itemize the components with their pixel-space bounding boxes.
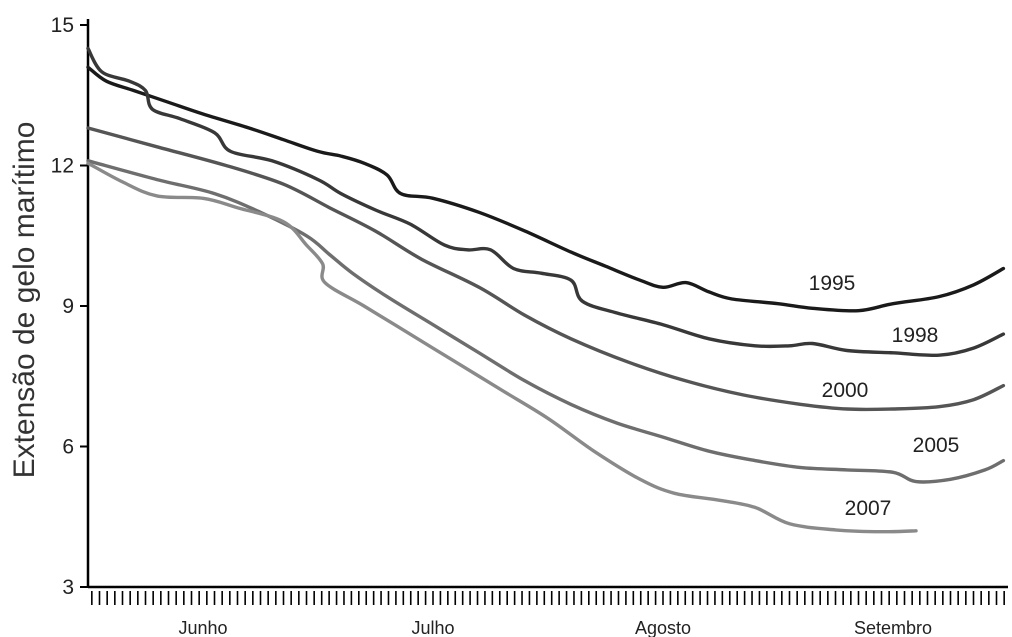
series-line-1995 — [86, 65, 1006, 313]
y-tick-label: 3 — [62, 576, 74, 599]
series-label-2007: 2007 — [845, 497, 892, 520]
x-month-label: Julho — [411, 618, 454, 637]
series-line-2000 — [86, 126, 1006, 412]
series-line-2007 — [86, 161, 918, 534]
series-labels: 1995 1998 2000 2005 2007 — [809, 272, 960, 520]
x-month-label: Junho — [178, 618, 227, 637]
series-label-2005: 2005 — [913, 434, 960, 457]
series-lines — [86, 46, 1006, 534]
series-line-2005 — [86, 159, 1006, 484]
series-label-1998: 1998 — [892, 324, 939, 347]
series-label-1995: 1995 — [809, 272, 856, 295]
series-label-2000: 2000 — [822, 379, 869, 402]
y-tick-label: 6 — [62, 436, 74, 459]
y-tick-label: 12 — [51, 155, 74, 178]
x-month-label: Agosto — [635, 618, 691, 637]
x-day-ticks — [91, 591, 1005, 605]
x-month-label: Setembro — [854, 618, 932, 637]
y-tick-label: 9 — [62, 295, 74, 318]
series-line-1998 — [86, 46, 1006, 358]
y-axis-label: Extensão de gelo marítimo — [8, 122, 41, 479]
y-tick-label: 15 — [51, 14, 74, 37]
axes: 3 6 9 12 15 Junho Julho Agosto Setembro — [51, 14, 1008, 637]
